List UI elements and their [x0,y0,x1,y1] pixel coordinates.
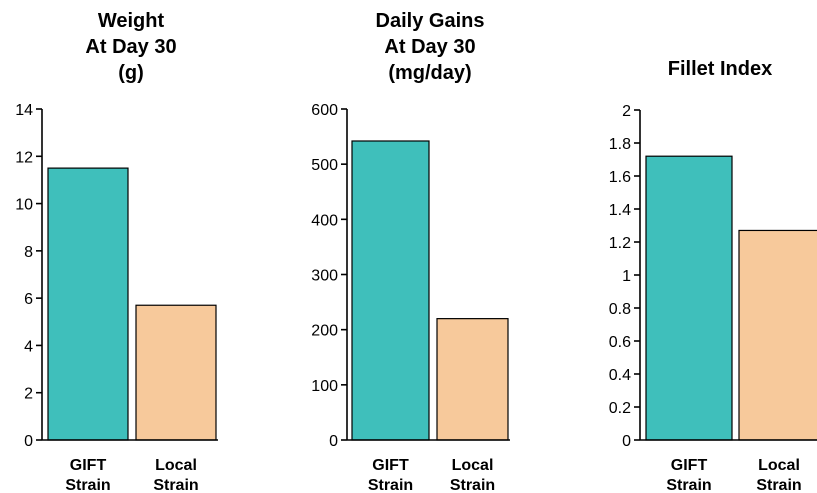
y-tick-label: 4 [24,338,33,355]
y-tick-label: 0.4 [609,367,631,384]
x-category-label: Strain [368,477,413,493]
chart-panel-2: Daily Gains At Day 30 (mg/day) 0 100 200 300 40… [311,10,510,493]
chart-panel-3: Fillet Index 0 0.2 0.4 0.6 0.8 1 1.2 1.4 1.6 1.8 2 G… [609,58,817,493]
y-tick-label: 10 [15,197,33,214]
y-tick-label: 0 [329,433,338,450]
y-tick-label: 0 [622,433,631,450]
y-tick-label: 1.6 [609,169,631,186]
x-category-label: Strain [65,477,110,493]
x-category-label: Local [155,457,197,474]
chart-title-line: (mg/day) [388,62,471,84]
y-tick-label: 12 [15,149,33,166]
chart-title-line: At Day 30 [384,36,475,58]
x-category-label: Strain [153,477,198,493]
y-tick-label: 0.8 [609,301,631,318]
y-tick-label: 400 [311,212,338,229]
chart-title-line: Fillet Index [668,58,772,80]
chart-title-line: (g) [118,62,144,84]
chart-title-line: Weight [98,10,165,32]
y-tick-label: 1.2 [609,235,631,252]
x-category-label: GIFT [70,457,107,474]
y-tick-label: 1 [622,268,631,285]
x-category-label: GIFT [671,457,708,474]
y-tick-label: 0 [24,433,33,450]
bar-local [738,229,817,441]
x-category-label: Local [452,457,494,474]
bar-gift [351,140,430,441]
x-category-label: Strain [666,477,711,493]
y-tick-label: 200 [311,323,338,340]
x-category-label: Strain [450,477,495,493]
bar-local [135,304,217,441]
x-category-label: Local [758,457,800,474]
y-tick-label: 0.2 [609,400,631,417]
y-tick-label: 600 [311,102,338,119]
y-tick-label: 2 [24,386,33,403]
y-tick-label: 300 [311,268,338,285]
y-tick-label: 0.6 [609,334,631,351]
bar-gift [47,167,129,441]
y-tick-label: 1.4 [609,202,631,219]
chart-title-line: At Day 30 [85,36,176,58]
chart-panel-1: Weight At Day 30 (g) 0 2 4 6 8 10 12 14 GIFT Strain L… [15,10,218,493]
bar-local [436,318,509,441]
chart-title-line: Daily Gains [376,10,485,32]
y-tick-label: 2 [622,103,631,120]
y-tick-label: 100 [311,378,338,395]
y-tick-label: 1.8 [609,136,631,153]
y-tick-label: 500 [311,157,338,174]
x-category-label: GIFT [372,457,409,474]
x-category-label: Strain [756,477,801,493]
y-tick-label: 14 [15,102,33,119]
y-tick-label: 6 [24,291,33,308]
bar-gift [645,155,733,441]
y-tick-label: 8 [24,244,33,261]
